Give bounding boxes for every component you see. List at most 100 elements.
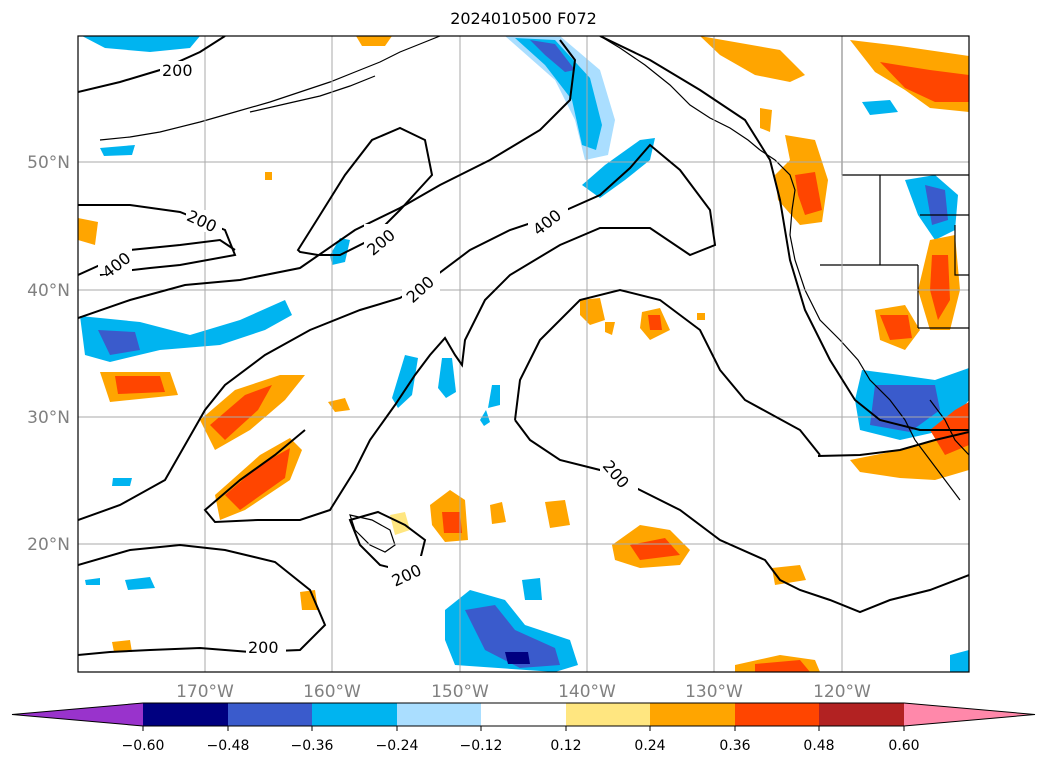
colorbar-tick-label: 0.24 [634,738,665,754]
negative-anomaly [85,578,100,585]
colorbar-segment [819,703,904,726]
us-west-coast [789,209,916,441]
negative-anomaly [515,38,602,150]
positive-anomaly [760,108,772,132]
contour-line [599,36,969,431]
negative-anomaly [522,578,542,600]
negative-anomaly [950,650,969,672]
bc-coast [759,149,796,211]
positive-anomaly [697,313,705,320]
colorbar-tick-label: −0.36 [291,738,334,754]
lat-label: 50°N [27,153,70,173]
colorbar [11,702,1036,731]
positive-anomaly [850,405,969,480]
lon-label: 120°W [813,682,871,702]
positive-anomaly [328,398,350,412]
negative-anomaly [488,385,500,408]
negative-anomaly [392,355,418,408]
colorbar-segment [397,703,481,726]
lon-label: 140°W [558,682,616,702]
lat-label: 40°N [27,281,70,301]
colorbar-segment [650,703,735,726]
state-border [820,175,969,329]
colorbar-tick-label: 0.60 [888,738,919,754]
negative-anomaly [330,238,350,265]
contour-line [817,431,969,457]
contour-line [78,143,717,524]
positive-anomaly [580,298,605,325]
colorbar-tick-label: 0.48 [803,738,834,754]
colorbar-tick-label: −0.60 [122,738,165,754]
positive-anomaly [930,255,950,320]
positive-anomaly [755,660,810,672]
map-frame [77,35,970,673]
lat-label: 30°N [27,408,70,428]
negative-anomaly [438,358,456,398]
positive-anomaly [795,172,822,215]
positive-anomaly [605,322,615,335]
positive-anomaly [115,376,165,394]
contour-labels: 200 200 400 200 200 400 200 200 200 [98,61,638,657]
map-title: 2024010500 F072 [450,9,597,28]
colorbar-tick-label: −0.12 [460,738,503,754]
positive-anomaly [112,640,132,652]
map-background [78,36,969,672]
baja-coast [914,439,961,501]
colorbar-tick-label: −0.24 [376,738,419,754]
hawaii-islands [349,514,396,553]
positive-anomaly [490,502,506,524]
positive-anomaly [356,36,392,46]
colorbar-segment [143,703,228,726]
positive-anomaly [880,315,912,340]
contour-label: 200 [248,638,279,657]
lon-label: 130°W [685,682,743,702]
colorbar-ticks: −0.60 −0.48 −0.36 −0.24 −0.12 0.12 0.24 … [122,738,920,754]
colorbar-segment [566,703,650,726]
negative-anomaly [112,478,132,486]
negative-anomaly [465,605,560,668]
lon-label: 160°W [303,682,361,702]
colorbar-tick-label: −0.48 [207,738,250,754]
lon-label: 170°W [176,682,234,702]
lat-label: 20°N [27,535,70,555]
positive-anomaly [880,62,969,102]
positive-anomaly [225,448,290,510]
negative-anomaly [98,330,140,355]
negative-anomaly [862,100,898,115]
negative-anomaly [480,410,490,426]
contour-line [514,288,821,456]
positive-anomaly [700,36,805,82]
positive-anomaly [265,172,272,180]
colorbar-extend-min [12,703,143,726]
negative-anomaly [82,36,200,52]
alaska-coast [599,36,761,151]
colorbar-segment [735,703,819,726]
latitude-labels: 50°N 40°N 30°N 20°N [27,153,70,555]
colorbar-segment [312,703,397,726]
negative-anomaly [582,138,655,198]
positive-anomaly [648,315,662,330]
negative-anomaly [125,577,155,590]
contour-layer [78,36,969,656]
colorbar-extend-max [904,703,1035,726]
positive-anomaly [210,385,272,440]
positive-anomaly [300,590,318,610]
contour-line [78,238,236,276]
negative-anomaly [530,40,575,72]
contour-line [514,419,969,614]
lon-label: 150°W [431,682,489,702]
longitude-labels: 170°W 160°W 150°W 140°W 130°W 120°W [176,682,871,702]
colorbar-tick-label: 0.12 [550,738,581,754]
negative-anomaly [505,652,530,664]
contour-label: 200 [162,61,193,80]
graticule [78,36,969,672]
positive-anomaly [442,512,462,533]
positive-anomaly [78,218,98,245]
colorbar-tick-label: 0.36 [719,738,750,754]
positive-anomaly [545,500,570,528]
contour-line [296,126,434,256]
contour-line [78,543,327,656]
colorbar-segment [228,703,312,726]
colorbar-segment [481,703,566,726]
